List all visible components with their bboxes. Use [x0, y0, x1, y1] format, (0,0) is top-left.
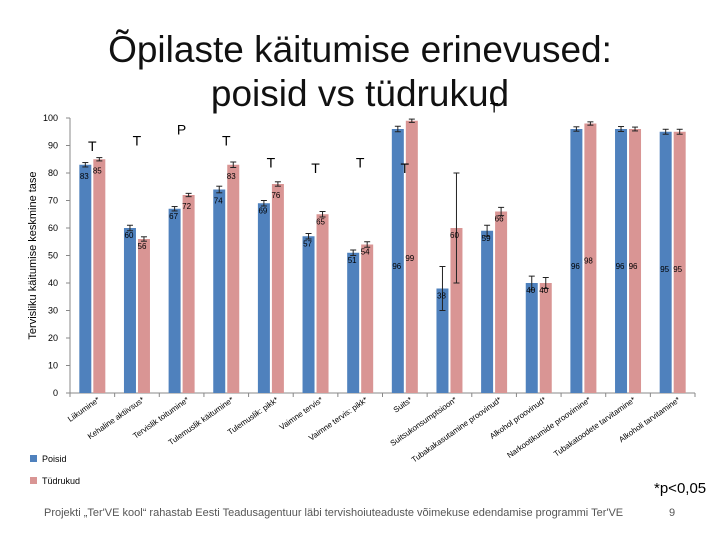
- data-label: 60: [450, 231, 459, 240]
- y-tick-label: 30: [48, 306, 58, 316]
- data-label: 40: [526, 286, 535, 295]
- data-label: 40: [539, 286, 548, 295]
- bar: [405, 120, 418, 393]
- x-category-label: Liikumine*: [66, 395, 101, 424]
- bar: [570, 129, 583, 393]
- y-tick-label: 100: [43, 113, 58, 123]
- bar: [481, 230, 494, 393]
- data-label: 69: [258, 206, 267, 215]
- bar: [361, 244, 374, 393]
- data-label: 83: [227, 172, 236, 181]
- title-line-2: poisid vs tüdrukud: [210, 73, 510, 114]
- legend-label: Poisid: [42, 454, 67, 464]
- x-category-label: Vaimne tervis*: [278, 395, 325, 432]
- bar: [227, 164, 240, 393]
- y-tick-label: 0: [53, 388, 58, 398]
- title-line-1: Õpilaste käitumise erinevused:: [108, 29, 612, 70]
- chart-data-labels: 83 85 60 56 67 72 74 83 69 76 57 65 51 54 96 99 38 60 59 66…: [80, 100, 683, 301]
- bar: [436, 288, 449, 393]
- data-label: 96: [616, 262, 625, 271]
- bar: [539, 283, 552, 393]
- x-category-label: Suits*: [392, 395, 414, 414]
- y-tick-label: 40: [48, 278, 58, 288]
- bar: [79, 164, 92, 393]
- data-label: 60: [125, 231, 134, 240]
- bar: [347, 252, 360, 393]
- x-category-label: Tubakakasutamine proovinud*: [410, 395, 503, 464]
- bar: [93, 159, 106, 393]
- significance-mark: T: [311, 160, 320, 176]
- data-label: 72: [182, 202, 191, 211]
- significance-mark: T: [356, 155, 365, 171]
- data-label: 74: [214, 197, 223, 206]
- data-label: 38: [437, 292, 446, 301]
- bar: [450, 228, 463, 393]
- significance-mark: T: [88, 138, 97, 154]
- bar: [182, 195, 195, 393]
- bar: [302, 236, 315, 393]
- bar: [137, 239, 150, 393]
- bar: [525, 283, 538, 393]
- bar: [257, 203, 270, 393]
- significance-mark: T: [222, 133, 231, 149]
- y-tick-label: 20: [48, 333, 58, 343]
- y-tick-label: 10: [48, 361, 58, 371]
- bar: [615, 129, 628, 393]
- bar: [584, 123, 597, 393]
- significance-mark: T: [267, 155, 276, 171]
- bar: [271, 184, 284, 393]
- bar: [659, 131, 672, 393]
- data-label: 98: [584, 257, 593, 266]
- data-label: 57: [303, 239, 312, 248]
- data-label: 96: [392, 262, 401, 271]
- bar: [123, 228, 136, 393]
- chart-bars: [79, 118, 686, 393]
- bar: [673, 131, 686, 393]
- y-tick-label: 80: [48, 168, 58, 178]
- data-label: 83: [80, 172, 89, 181]
- y-axis-label: Tervisliku käitumise keskmine tase: [27, 171, 39, 339]
- data-label: 66: [495, 215, 504, 224]
- bar: [213, 189, 226, 393]
- data-label: 65: [316, 217, 325, 226]
- bar: [629, 129, 642, 393]
- y-tick-label: 90: [48, 141, 58, 151]
- significance-note: *p<0,05: [654, 480, 707, 497]
- chart-category-labels: Liikumine*Kehaline aktiivsus*Tervislik t…: [66, 395, 682, 464]
- significance-mark: T: [133, 133, 142, 149]
- legend-swatch: [30, 455, 37, 462]
- significance-mark: T: [401, 160, 410, 176]
- significance-mark: T: [490, 100, 499, 116]
- data-label: 54: [361, 248, 370, 257]
- legend-label: Tüdrukud: [42, 476, 80, 486]
- data-label: 85: [93, 166, 102, 175]
- data-label: 96: [629, 262, 638, 271]
- footer-text: Projekti „Ter'VE kool“ rahastab Eesti Te…: [44, 507, 624, 519]
- x-category-label: Tubakatoodete tarvitamine*: [552, 395, 637, 458]
- x-category-label: Narkootikumide proovimine*: [505, 395, 592, 460]
- data-label: 51: [348, 256, 357, 265]
- page-title: Õpilaste käitumise erinevused: poisid vs…: [90, 28, 630, 116]
- y-tick-label: 50: [48, 251, 58, 261]
- data-label: 67: [169, 212, 178, 221]
- data-label: 95: [660, 265, 669, 274]
- y-tick-label: 60: [48, 223, 58, 233]
- data-label: 99: [405, 254, 414, 263]
- y-tick-label: 70: [48, 196, 58, 206]
- data-label: 96: [571, 262, 580, 271]
- legend-swatch: [30, 477, 37, 484]
- chart-legend: Poisid Tüdrukud: [30, 454, 80, 486]
- bar: [391, 129, 404, 393]
- bar: [316, 214, 329, 393]
- data-label: 59: [482, 234, 491, 243]
- data-label: 76: [271, 191, 280, 200]
- data-label: 56: [138, 242, 147, 251]
- chart-axes: 0 10 20 30 40 50 60 70 80 90 100 Tervisliku käitumi…: [27, 113, 696, 398]
- page-number: 9: [669, 507, 676, 519]
- significance-mark: P: [177, 122, 186, 138]
- data-label: 95: [673, 265, 682, 274]
- bar: [168, 208, 181, 393]
- bar: [495, 211, 508, 393]
